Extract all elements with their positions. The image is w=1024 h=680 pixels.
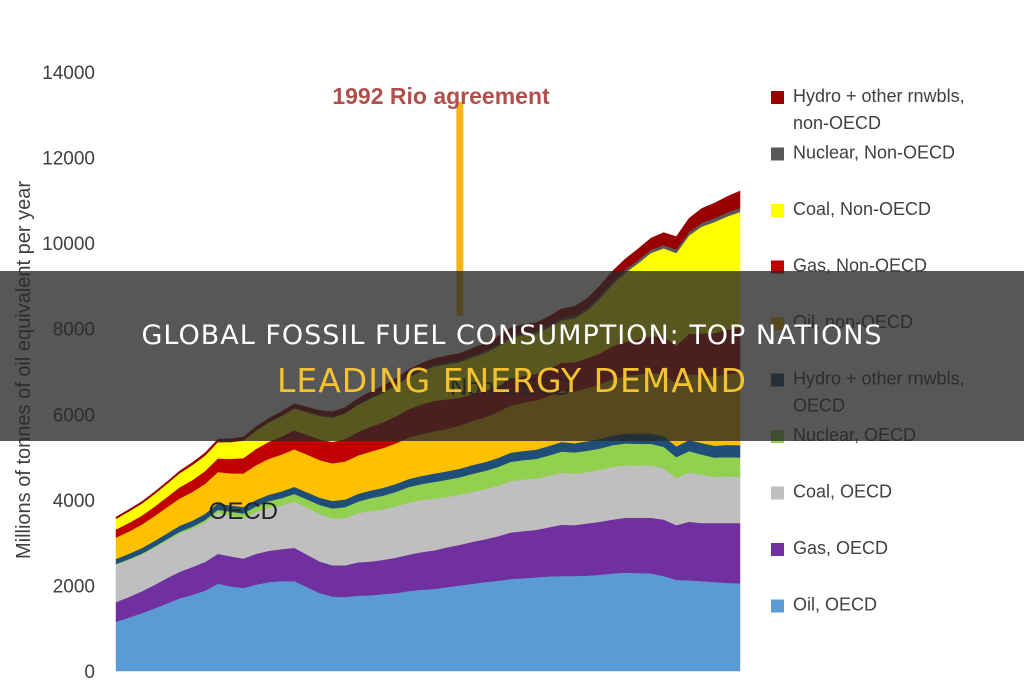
y-tick-label: 10000 <box>42 234 95 255</box>
legend-swatch-coal-oecd <box>771 486 784 500</box>
y-tick-label: 4000 <box>53 491 95 512</box>
legend-label-coal-non-oecd: Coal, Non-OECD <box>793 199 931 219</box>
region-label-oecd: OECD <box>209 498 278 525</box>
legend-label-gas-non-oecd: Gas, Non-OECD <box>793 256 927 276</box>
legend-label-hydro-other-rnwbls-non-oecd: Hydro + other rnwbls, non-OECD <box>793 86 965 133</box>
banner-title-line-2: LEADING ENERGY DEMAND <box>277 361 747 400</box>
y-tick-label: 12000 <box>42 149 95 170</box>
y-tick-label: 14000 <box>42 63 95 84</box>
legend-swatch-gas-oecd <box>771 543 784 556</box>
legend-label-nuclear-non-oecd: Nuclear, Non-OECD <box>793 143 955 163</box>
y-tick-label: 0 <box>84 662 95 680</box>
legend-swatch-nuclear-non-oecd <box>771 147 784 161</box>
legend-label-gas-oecd: Gas, OECD <box>793 538 888 558</box>
legend-label-oil-oecd: Oil, OECD <box>793 595 877 615</box>
legend-swatch-gas-non-oecd <box>771 260 784 274</box>
rio-agreement-label: 1992 Rio agreement <box>332 83 550 109</box>
legend-swatch-coal-non-oecd <box>771 204 784 217</box>
y-tick-label: 2000 <box>53 576 95 597</box>
banner-title-line-1: GLOBAL FOSSIL FUEL CONSUMPTION: TOP NATI… <box>141 320 883 351</box>
legend-swatch-oil-oecd <box>771 599 784 613</box>
title-banner <box>0 271 1024 441</box>
legend-swatch-hydro-other-rnwbls-non-oecd <box>771 91 784 104</box>
legend-label-coal-oecd: Coal, OECD <box>793 482 892 502</box>
